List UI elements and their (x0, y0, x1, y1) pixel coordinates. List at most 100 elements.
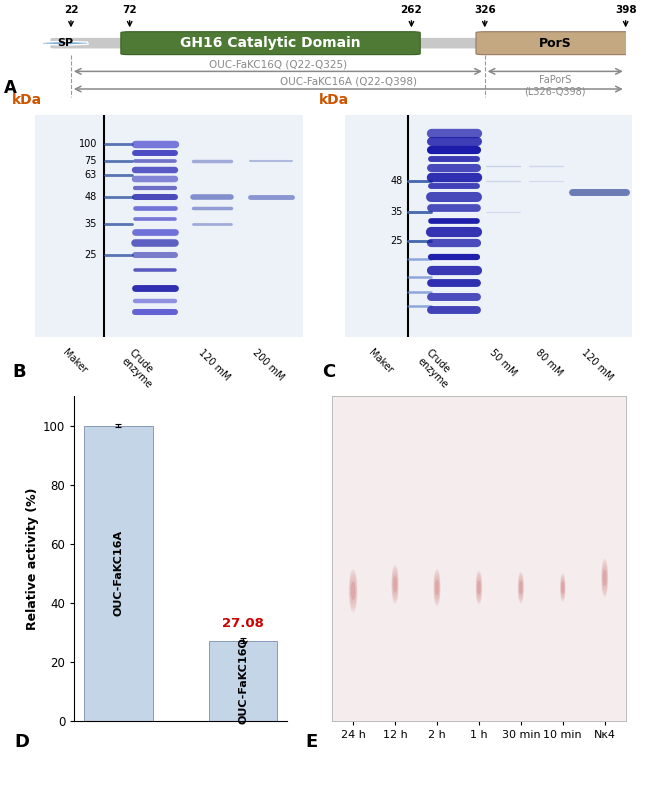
Ellipse shape (561, 578, 564, 597)
Ellipse shape (520, 583, 522, 592)
Text: 326: 326 (474, 5, 495, 15)
Ellipse shape (392, 567, 398, 601)
Text: E: E (306, 733, 318, 751)
Ellipse shape (350, 576, 356, 606)
Ellipse shape (477, 573, 481, 602)
Ellipse shape (393, 569, 397, 600)
Ellipse shape (352, 582, 355, 600)
Y-axis label: Relative activity (%): Relative activity (%) (26, 487, 39, 630)
Ellipse shape (477, 575, 481, 600)
Text: 398: 398 (615, 5, 637, 15)
Text: 262: 262 (401, 5, 422, 15)
Ellipse shape (561, 575, 565, 600)
Polygon shape (42, 41, 88, 45)
Text: C: C (322, 363, 335, 380)
Text: 80 mM: 80 mM (533, 348, 564, 379)
Ellipse shape (519, 578, 522, 596)
Ellipse shape (393, 573, 397, 596)
Text: OUC-FaKC16A (Q22-Q398): OUC-FaKC16A (Q22-Q398) (280, 76, 417, 86)
Ellipse shape (561, 580, 564, 596)
Ellipse shape (435, 575, 439, 600)
Text: kDa: kDa (12, 93, 41, 107)
Ellipse shape (352, 581, 355, 601)
Text: 120 mM: 120 mM (579, 348, 614, 383)
Text: GH16 Catalytic Domain: GH16 Catalytic Domain (180, 36, 361, 50)
Text: SP: SP (57, 38, 73, 48)
Ellipse shape (602, 562, 608, 595)
Ellipse shape (394, 577, 396, 592)
Ellipse shape (352, 582, 355, 600)
Text: Maker: Maker (61, 348, 88, 375)
Ellipse shape (604, 570, 606, 585)
Ellipse shape (602, 565, 607, 591)
Ellipse shape (478, 583, 480, 592)
Text: 35: 35 (84, 219, 97, 229)
Ellipse shape (350, 574, 356, 607)
Text: Crude
enzyme: Crude enzyme (416, 348, 459, 390)
Text: 72: 72 (123, 5, 137, 15)
Text: 25: 25 (84, 249, 97, 260)
Text: OUC-FaKC16A: OUC-FaKC16A (113, 530, 123, 616)
Text: 120 mM: 120 mM (197, 348, 232, 383)
Ellipse shape (520, 581, 522, 594)
Text: kDa: kDa (319, 93, 350, 107)
Text: 25: 25 (390, 236, 402, 246)
FancyBboxPatch shape (121, 32, 421, 55)
Text: B: B (13, 363, 26, 380)
Ellipse shape (603, 567, 606, 589)
Ellipse shape (519, 574, 523, 601)
Text: PorS: PorS (539, 36, 571, 50)
Ellipse shape (350, 572, 357, 610)
Text: 27.08: 27.08 (222, 618, 264, 630)
Ellipse shape (394, 577, 396, 592)
Ellipse shape (393, 571, 397, 597)
Ellipse shape (478, 581, 480, 594)
Ellipse shape (562, 581, 564, 595)
Ellipse shape (478, 581, 480, 594)
Text: 50 mM: 50 mM (487, 348, 518, 379)
Text: 48: 48 (84, 192, 97, 202)
Ellipse shape (561, 574, 565, 601)
Ellipse shape (476, 571, 482, 604)
Ellipse shape (477, 577, 481, 599)
Text: 48: 48 (390, 177, 402, 186)
Ellipse shape (394, 579, 396, 590)
Ellipse shape (352, 584, 354, 597)
Ellipse shape (436, 582, 438, 593)
Ellipse shape (561, 577, 564, 599)
Text: Maker: Maker (367, 348, 395, 375)
Ellipse shape (477, 578, 481, 597)
Ellipse shape (351, 578, 355, 604)
Ellipse shape (434, 569, 440, 605)
Text: 100: 100 (79, 139, 97, 149)
Ellipse shape (602, 563, 607, 592)
Text: 63: 63 (84, 169, 97, 180)
Ellipse shape (435, 573, 439, 602)
Text: D: D (15, 733, 30, 751)
Ellipse shape (436, 581, 438, 595)
Ellipse shape (519, 573, 523, 603)
Ellipse shape (562, 582, 564, 593)
Ellipse shape (477, 580, 481, 596)
Ellipse shape (520, 581, 522, 594)
Ellipse shape (350, 569, 357, 612)
Text: 22: 22 (64, 5, 78, 15)
Text: 35: 35 (390, 208, 402, 218)
Ellipse shape (603, 569, 606, 587)
Text: Crude
enzyme: Crude enzyme (119, 348, 162, 390)
Ellipse shape (519, 575, 523, 600)
Ellipse shape (392, 565, 398, 604)
Ellipse shape (393, 575, 397, 594)
Text: OUC-FaKC16Q: OUC-FaKC16Q (238, 638, 248, 724)
Ellipse shape (562, 584, 564, 592)
Bar (84, 425, 152, 721)
Ellipse shape (604, 573, 606, 584)
Ellipse shape (519, 577, 522, 598)
Ellipse shape (434, 572, 440, 604)
Ellipse shape (435, 579, 439, 596)
Ellipse shape (436, 581, 438, 595)
Ellipse shape (602, 559, 608, 596)
Text: A: A (3, 79, 16, 97)
Text: FaPorS
(L326-Q398): FaPorS (L326-Q398) (524, 75, 586, 97)
Ellipse shape (562, 582, 564, 593)
